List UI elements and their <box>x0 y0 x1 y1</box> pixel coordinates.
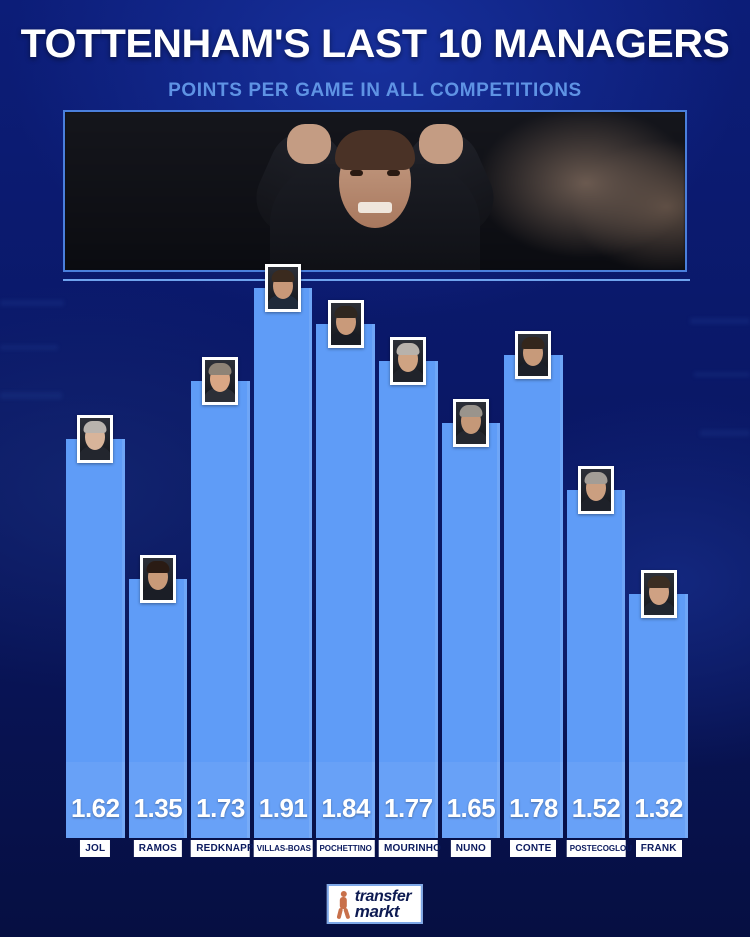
page-title: TOTTENHAM'S LAST 10 MANAGERS <box>20 22 730 66</box>
name-slot: RAMOS <box>127 840 190 857</box>
bar-chart: 1.62 1.35 1.73 1.91 1.84 1.77 1.65 1.78 1.52 1.32 <box>64 264 690 838</box>
hero-hand-left <box>287 124 331 164</box>
bar-slot: 1.73 <box>189 281 252 838</box>
bar-conte[interactable]: 1.78 <box>504 355 563 838</box>
name-slot: POSTECOGLOU <box>565 840 632 857</box>
bar-slot: 1.77 <box>377 281 440 838</box>
bar-value-label: 1.73 <box>196 793 245 823</box>
bar-slot: 1.52 <box>565 281 628 838</box>
hero-manager-figure <box>225 112 525 270</box>
hero-eye-left <box>350 170 363 176</box>
background-texture <box>0 300 64 306</box>
bar-value-label: 1.78 <box>509 793 558 823</box>
manager-name-label: CONTE <box>510 840 557 857</box>
manager-name-row: JOL RAMOS REDKNAPP VILLAS-BOAS POCHETTINO MOU… <box>64 840 690 857</box>
page-subtitle: POINTS PER GAME IN ALL COMPETITIONS <box>168 80 582 101</box>
bar-villas-boas[interactable]: 1.91 <box>253 288 313 838</box>
bar-slot: 1.65 <box>440 281 503 838</box>
background-texture <box>0 345 58 350</box>
name-slot: NUNO <box>440 840 503 857</box>
portrait-mourinho <box>390 337 427 385</box>
bar-slot: 1.32 <box>627 281 690 838</box>
background-texture <box>0 392 62 399</box>
manager-name-label: NUNO <box>450 840 492 857</box>
bar-value-label: 1.35 <box>133 793 183 823</box>
chart-top-rule <box>63 279 690 281</box>
hero-hair <box>335 130 415 170</box>
transfermarkt-logo[interactable]: transfer markt <box>326 884 424 924</box>
bar-value-label: 1.62 <box>70 793 120 823</box>
logo-line-two: markt <box>354 902 400 921</box>
bar-slot: 1.84 <box>314 281 377 838</box>
bar-value-label: 1.91 <box>258 793 308 823</box>
manager-name-label: POCHETTINO <box>316 840 375 857</box>
hero-hand-right <box>419 124 463 164</box>
hero-mouth <box>358 202 392 213</box>
portrait-pochettino <box>327 300 364 348</box>
manager-name-label: VILLAS-BOAS <box>253 840 313 857</box>
background-texture <box>700 430 750 436</box>
name-slot: FRANK <box>627 840 690 857</box>
portrait-ramos <box>139 555 176 603</box>
name-slot: CONTE <box>502 840 565 857</box>
portrait-jol <box>77 415 114 463</box>
bar-redknapp[interactable]: 1.73 <box>191 381 250 838</box>
background-texture <box>694 372 750 377</box>
bar-slot: 1.62 <box>64 281 127 838</box>
bar-slot: 1.35 <box>127 281 190 838</box>
bar-slot: 1.78 <box>502 281 565 838</box>
bar-value-label: 1.32 <box>634 793 683 823</box>
name-slot: VILLAS-BOAS <box>252 840 315 857</box>
bar-value-label: 1.65 <box>446 793 496 823</box>
bar-mourinho[interactable]: 1.77 <box>379 361 438 838</box>
hero-eye-right <box>387 170 400 176</box>
logo-line-one: transfer <box>354 888 412 905</box>
portrait-postecoglou <box>578 466 615 514</box>
bar-slot: 1.91 <box>252 264 315 838</box>
bar-postecoglou[interactable]: 1.52 <box>566 490 626 838</box>
bar-value-label: 1.52 <box>571 793 621 823</box>
manager-name-label: JOL <box>80 840 111 857</box>
bar-ramos[interactable]: 1.35 <box>128 579 188 838</box>
manager-name-label: POSTECOGLOU <box>566 840 632 857</box>
hero-photo <box>63 110 687 272</box>
name-slot: POCHETTINO <box>314 840 377 857</box>
manager-name-label: MOURINHO <box>379 840 441 857</box>
bar-value-label: 1.77 <box>383 793 433 823</box>
bar-frank[interactable]: 1.32 <box>629 594 688 838</box>
bar-value-label: 1.84 <box>321 793 370 823</box>
name-slot: JOL <box>64 840 127 857</box>
background-texture <box>690 318 750 324</box>
bar-pochettino[interactable]: 1.84 <box>316 324 375 838</box>
portrait-conte <box>515 331 552 379</box>
portrait-frank <box>640 570 677 618</box>
footballer-icon <box>336 891 351 920</box>
name-slot: MOURINHO <box>377 840 441 857</box>
portrait-redknapp <box>202 357 239 405</box>
manager-name-label: REDKNAPP <box>191 840 254 857</box>
name-slot: REDKNAPP <box>189 840 254 857</box>
manager-name-label: FRANK <box>635 840 682 857</box>
portrait-nuno <box>452 399 489 447</box>
portrait-villas-boas <box>265 264 302 312</box>
manager-name-label: RAMOS <box>133 840 183 857</box>
bar-nuno[interactable]: 1.65 <box>441 423 501 838</box>
bar-jol[interactable]: 1.62 <box>66 439 125 838</box>
